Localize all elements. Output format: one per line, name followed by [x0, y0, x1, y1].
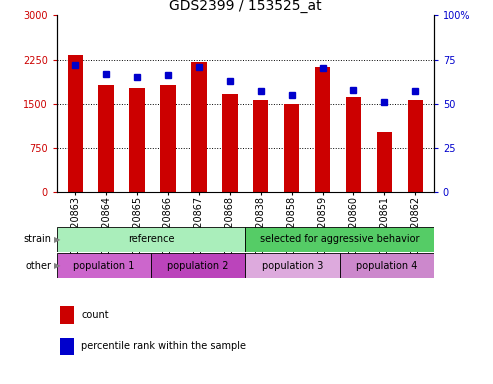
Text: reference: reference: [128, 234, 174, 244]
Bar: [284, 104, 299, 192]
Bar: [68, 55, 83, 192]
Bar: [346, 97, 361, 192]
Text: population 2: population 2: [168, 261, 229, 271]
Text: ▶: ▶: [54, 262, 61, 270]
Text: population 1: population 1: [73, 261, 135, 271]
Bar: [245, 253, 340, 278]
Bar: [408, 100, 423, 192]
Text: ▶: ▶: [54, 235, 61, 243]
Bar: [315, 67, 330, 192]
Text: count: count: [81, 310, 109, 320]
Bar: [245, 227, 434, 252]
Bar: [99, 85, 114, 192]
Text: population 4: population 4: [356, 261, 418, 271]
Bar: [253, 100, 269, 192]
Bar: [377, 132, 392, 192]
Bar: [160, 85, 176, 192]
Bar: [151, 253, 245, 278]
Title: GDS2399 / 153525_at: GDS2399 / 153525_at: [169, 0, 321, 13]
Bar: [61, 306, 73, 324]
Text: selected for aggressive behavior: selected for aggressive behavior: [260, 234, 420, 244]
Text: strain: strain: [24, 234, 52, 244]
Text: population 3: population 3: [262, 261, 323, 271]
Bar: [57, 253, 151, 278]
Bar: [222, 94, 238, 192]
Text: other: other: [26, 261, 52, 271]
Bar: [61, 338, 73, 355]
Bar: [340, 253, 434, 278]
Text: percentile rank within the sample: percentile rank within the sample: [81, 341, 246, 351]
Bar: [129, 88, 145, 192]
Bar: [57, 227, 245, 252]
Bar: [191, 63, 207, 192]
